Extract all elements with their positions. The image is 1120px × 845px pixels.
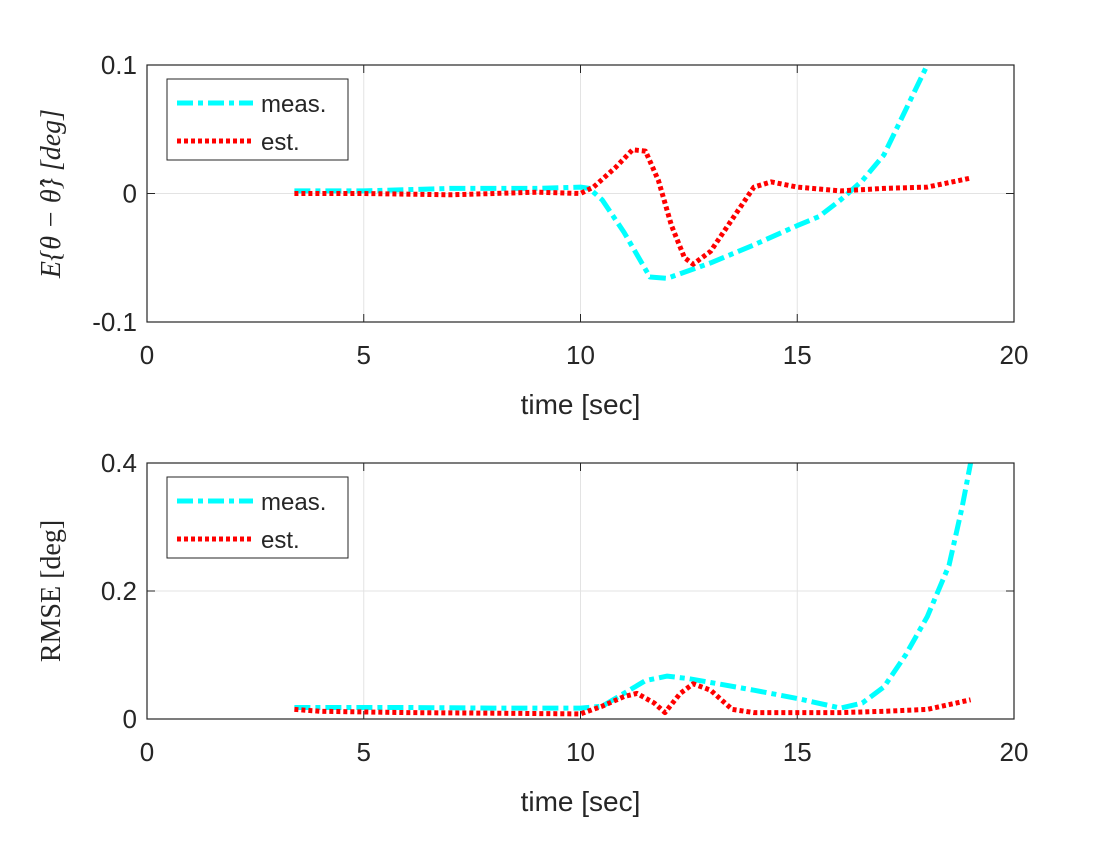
axes-box (146, 462, 1015, 720)
axes-box (146, 64, 1015, 323)
y-axis-label: RMSE [deg] (36, 520, 67, 662)
legend: meas. est. (166, 476, 349, 559)
y-tick-label: 0.1 (101, 50, 137, 80)
y-axis-label: E{θ − θ̂} [deg] (36, 109, 67, 279)
legend: meas. est. (166, 78, 349, 161)
legend-label: est. (261, 129, 300, 156)
x-tick-label: 15 (783, 737, 812, 767)
series-line-meas (294, 463, 974, 711)
x-axis-label: time [sec] (521, 786, 641, 817)
x-axis-label: time [sec] (521, 389, 641, 420)
y-tick-label: 0.2 (101, 576, 137, 606)
y-tick-label: 0.4 (101, 448, 137, 478)
y-tick-label: 0 (123, 179, 137, 209)
series-line-est (294, 681, 972, 717)
x-tick-label: 0 (140, 737, 154, 767)
x-tick-label: 20 (1000, 737, 1029, 767)
y-tick-label: -0.1 (92, 307, 137, 337)
x-tick-label: 15 (783, 340, 812, 370)
legend-label: est. (261, 527, 300, 554)
x-tick-label: 10 (566, 737, 595, 767)
axes-2: 0 5 10 15 20 0 0.2 0.4 time [sec] RMSE [deg] meas.… (36, 448, 1028, 817)
y-tick-label: 0 (123, 704, 137, 734)
x-tick-label: 0 (140, 340, 154, 370)
legend-label: meas. (261, 489, 326, 516)
x-tick-label: 5 (357, 340, 371, 370)
series-line-meas (294, 65, 930, 281)
x-tick-label: 10 (566, 340, 595, 370)
x-tick-label: 5 (357, 737, 371, 767)
x-tick-label: 20 (1000, 340, 1029, 370)
legend-box (166, 78, 349, 161)
legend-box (166, 476, 349, 559)
legend-label: meas. (261, 91, 326, 118)
series-line-est (294, 147, 972, 267)
